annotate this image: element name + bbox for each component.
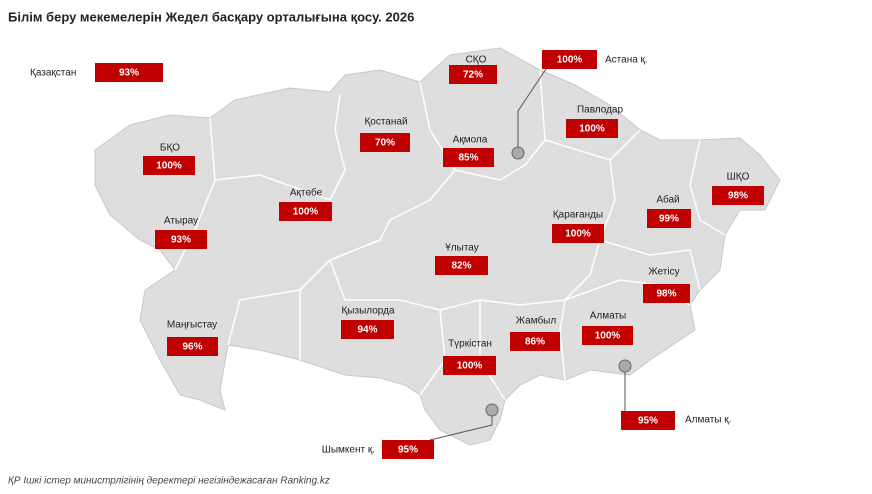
value-label: 95% (398, 445, 418, 456)
value-box (566, 119, 618, 138)
value-label: 96% (182, 342, 202, 353)
country-name: Қазақстан (30, 68, 76, 79)
footer: ҚР Ішкі істер министрлігінің деректері н… (8, 476, 330, 487)
value-box (155, 230, 207, 249)
value-box (435, 256, 488, 275)
value-label: 70% (375, 138, 395, 149)
value-label: 100% (156, 161, 182, 172)
region-name: ШҚО (727, 172, 750, 183)
region-name: СҚО (466, 55, 487, 66)
value-label: 100% (457, 361, 483, 372)
leader-line (517, 68, 547, 153)
region-name: Алматы (590, 311, 627, 322)
region-name: Жетісу (648, 267, 679, 278)
region-name: Алматы қ. (685, 415, 731, 426)
value-box (449, 65, 497, 84)
value-label: 86% (525, 337, 545, 348)
value-label: 72% (463, 70, 483, 81)
value-box (143, 156, 195, 175)
value-box (279, 202, 332, 221)
value-label: 100% (565, 229, 591, 240)
region-name: Қостанай (364, 117, 407, 128)
region-name: Павлодар (577, 105, 624, 116)
value-box (95, 63, 163, 82)
title: Білім беру мекемелерін Жедел басқару орт… (8, 9, 414, 24)
city-dot (485, 403, 499, 417)
value-label: 99% (659, 214, 679, 225)
region-name: Шымкент қ. (322, 445, 375, 456)
value-box (643, 284, 690, 303)
value-label: 100% (595, 331, 621, 342)
value-label: 93% (119, 68, 139, 79)
value-box (443, 148, 494, 167)
region-name: БҚО (160, 143, 180, 154)
value-label: 82% (451, 261, 471, 272)
region-name: Қарағанды (553, 210, 603, 221)
value-box (542, 50, 597, 69)
region-name: Ақтөбе (290, 187, 323, 199)
value-label: 95% (638, 416, 658, 427)
region-name: Атырау (164, 216, 198, 227)
value-label: 98% (656, 289, 676, 300)
value-label: 100% (293, 207, 319, 218)
region-name: Ақмола (453, 135, 488, 146)
value-box (647, 209, 691, 228)
value-box (510, 332, 560, 351)
value-label: 100% (579, 124, 605, 135)
region-name: Қызылорда (341, 306, 394, 317)
value-box (382, 440, 434, 459)
value-label: 85% (458, 153, 478, 164)
value-box (552, 224, 604, 243)
value-box (712, 186, 764, 205)
region-name: Ұлытау (445, 243, 479, 254)
region-name: Жамбыл (516, 315, 557, 327)
region-name: Астана қ. (605, 55, 648, 66)
value-label: 100% (557, 55, 583, 66)
country-shape (94, 47, 781, 446)
value-label: 93% (171, 235, 191, 246)
city-dot (618, 359, 632, 373)
value-label: 94% (357, 325, 377, 336)
value-box (582, 326, 633, 345)
value-box (341, 320, 394, 339)
city-dot (511, 146, 525, 160)
region-name: Маңғыстау (167, 320, 217, 331)
value-box (621, 411, 675, 430)
value-label: 98% (728, 191, 748, 202)
region-name: Абай (656, 194, 679, 206)
value-box (360, 133, 410, 152)
value-box (167, 337, 218, 356)
value-box (443, 356, 496, 375)
region-name: Түркістан (448, 339, 492, 350)
